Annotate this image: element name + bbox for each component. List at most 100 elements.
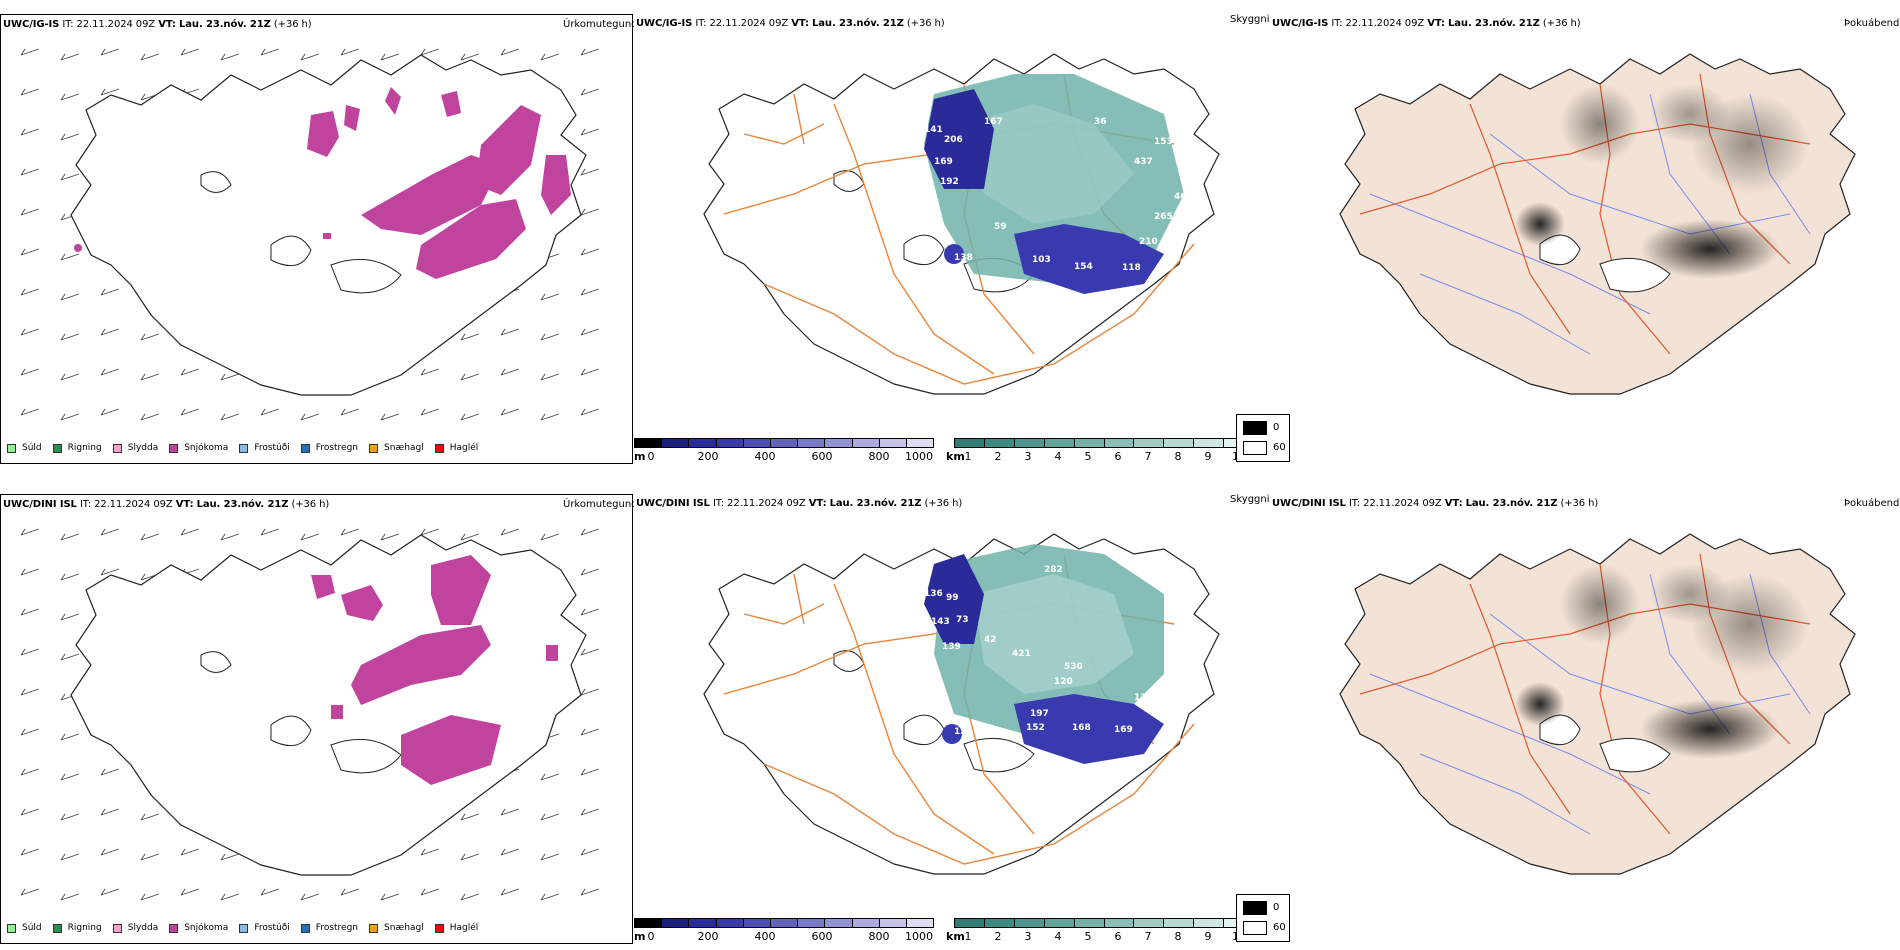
panel-title: Þokuábendi	[1844, 498, 1900, 509]
tick: 9	[1204, 450, 1212, 463]
tick: 8	[1174, 450, 1182, 463]
ceiling-label: 280	[1164, 607, 1183, 617]
legend-item-hail: Haglél	[434, 923, 478, 933]
tick: 6	[1114, 930, 1122, 943]
panel-title: Úrkomutegund	[563, 19, 638, 30]
ceiling-label: 59	[994, 222, 1007, 232]
legend-swatch-freezing-rain	[300, 923, 310, 933]
legend-item-freezing-rain: Frostregn	[300, 443, 358, 453]
ceiling-label: 421	[1012, 649, 1031, 659]
ceiling-label: 118	[1122, 263, 1141, 273]
ceiling-label: 464	[1174, 192, 1193, 202]
legend-item-sudd: Súld	[7, 443, 42, 453]
ceiling-label: 282	[1044, 565, 1063, 575]
tick: 9	[1204, 930, 1212, 943]
precip-type-legend: Súld Rigning Slydda Snjókoma Frostúði Fr…	[7, 923, 478, 933]
ceiling-label: 99	[946, 593, 959, 603]
tick: 8	[1174, 930, 1182, 943]
ceiling-label: 42	[984, 635, 997, 645]
iceland-map	[1, 15, 634, 435]
legend-swatch-sleet	[112, 443, 122, 453]
fog-value-0: 0	[1273, 422, 1280, 433]
legend-item-freezing-drizzle: Frostúði	[239, 443, 290, 453]
visibility-panel-2: UWC/DINI ISL IT: 22.11.2024 09Z VT: Lau.…	[634, 494, 1270, 944]
panel-title: Skyggni	[1230, 14, 1270, 25]
ceiling-label: 138	[954, 253, 973, 263]
tick: 2	[994, 930, 1002, 943]
iceland-map	[1270, 14, 1900, 434]
ceiling-label: 169	[1114, 725, 1133, 735]
visibility-unit: km	[946, 450, 965, 463]
ceiling-label: 197	[1030, 709, 1049, 719]
ceiling-label: 153	[1154, 137, 1173, 147]
legend-swatch-freezing-drizzle	[239, 923, 249, 933]
fog-index-panel-2: UWC/DINI ISL IT: 22.11.2024 09Z VT: Lau.…	[1236, 494, 1900, 944]
panel-header: UWC/IG-IS IT: 22.11.2024 09Z VT: Lau. 23…	[636, 18, 945, 29]
legend-item-freezing-drizzle: Frostúði	[239, 923, 290, 933]
ceiling-label: 36	[1094, 117, 1107, 127]
tick: 800	[868, 930, 890, 943]
ceiling-label: 92	[1169, 733, 1182, 743]
ceiling-label: 206	[944, 135, 963, 145]
legend-item-rain: Rigning	[52, 443, 102, 453]
precip-type-panel-1: UWC/IG-IS IT: 22.11.2024 09Z VT: Lau. 23…	[0, 14, 638, 464]
tick: 5	[1084, 930, 1092, 943]
tick: 6	[1114, 450, 1122, 463]
ceiling-label: 103	[1032, 255, 1051, 265]
ceiling-label: 141	[924, 125, 943, 135]
legend-swatch-drizzle	[7, 923, 16, 933]
ceiling-label: 120	[1054, 677, 1073, 687]
ceiling-label: 136	[924, 589, 943, 599]
fog-swatch-0	[1243, 901, 1267, 915]
tick: 1	[964, 450, 972, 463]
legend-swatch-freezing-rain	[300, 443, 310, 453]
ceiling-label: 167	[984, 117, 1003, 127]
tick: 3	[1024, 450, 1032, 463]
legend-item-snow-pellets: Snæhagl	[369, 443, 424, 453]
tick: 200	[697, 450, 719, 463]
visibility-colorbar	[954, 918, 1254, 928]
ceiling-unit: m	[634, 930, 646, 943]
tick: 2	[994, 450, 1002, 463]
fog-legend: 0 60	[1236, 894, 1290, 942]
ceiling-label: 169	[934, 157, 953, 167]
legend-swatch-hail	[434, 923, 444, 933]
tick: 4	[1054, 930, 1062, 943]
legend-item-hail: Haglél	[434, 443, 478, 453]
visibility-areas	[924, 544, 1164, 764]
legend-swatch-snow-pellets	[369, 923, 379, 933]
fog-value-60: 60	[1273, 922, 1286, 933]
visibility-unit: km	[946, 930, 965, 943]
legend-item-snow: Snjókoma	[169, 443, 228, 453]
fog-value-60: 60	[1273, 442, 1286, 453]
fog-swatch-60	[1243, 441, 1267, 455]
legend-item-snow-pellets: Snæhagl	[369, 923, 424, 933]
tick: 600	[811, 450, 833, 463]
legend-item-sleet: Slydda	[112, 443, 158, 453]
precip-type-legend: Súld Rigning Slydda Snjókoma Frostúði Fr…	[7, 443, 478, 453]
iceland-map	[1270, 494, 1900, 914]
ceiling-label: 265	[1154, 212, 1173, 222]
legend-item-sudd: Súld	[7, 923, 42, 933]
panel-title: Þokuábendi	[1844, 18, 1900, 29]
iceland-map	[1, 495, 634, 915]
tick: 600	[811, 930, 833, 943]
legend-item-sleet: Slydda	[112, 923, 158, 933]
fog-value-0: 0	[1273, 902, 1280, 913]
ceiling-label: 210	[1139, 237, 1158, 247]
legend-item-snow: Snjókoma	[169, 923, 228, 933]
visibility-areas	[924, 74, 1184, 294]
precip-type-panel-2: UWC/DINI ISL IT: 22.11.2024 09Z VT: Lau.…	[0, 494, 638, 944]
ceiling-label: 139	[942, 642, 961, 652]
legend-swatch-drizzle	[7, 443, 16, 453]
ceiling-label: 113	[1134, 693, 1153, 703]
tick: 200	[697, 930, 719, 943]
ceiling-label: 192	[940, 177, 959, 187]
ceiling-label: 152	[1026, 723, 1045, 733]
legend-item-freezing-rain: Frostregn	[300, 923, 358, 933]
fog-swatch-0	[1243, 421, 1267, 435]
tick: 0	[647, 450, 655, 463]
tick: 0	[647, 930, 655, 943]
